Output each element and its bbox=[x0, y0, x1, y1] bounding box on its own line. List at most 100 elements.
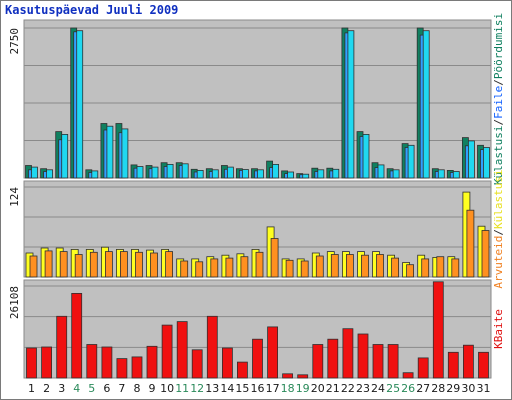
bar-kbaite bbox=[447, 351, 459, 379]
bar-kbaite bbox=[101, 346, 113, 379]
bar-kbaite bbox=[357, 333, 369, 379]
bar-pöördumisi bbox=[61, 133, 69, 179]
chart-title: Kasutuspäevad Juuli 2009 bbox=[5, 3, 179, 17]
x-tick-label: 22 bbox=[341, 382, 355, 395]
bar-kbaite bbox=[478, 351, 489, 379]
bar-pöördumisi bbox=[332, 168, 340, 179]
x-tick-label: 24 bbox=[371, 382, 385, 395]
bar-kbaite bbox=[312, 344, 324, 379]
bar-kbaite bbox=[26, 347, 37, 379]
x-tick-label: 21 bbox=[326, 382, 340, 395]
bar-pöördumisi bbox=[302, 173, 310, 179]
x-tick-label: 7 bbox=[118, 382, 125, 395]
x-tick-label: 18 bbox=[281, 382, 295, 395]
x-tick-label: 19 bbox=[296, 382, 310, 395]
bar-pöördumisi bbox=[106, 125, 114, 179]
bar-arvuteid bbox=[89, 251, 98, 278]
bar-kbaite bbox=[462, 344, 474, 379]
y-max-label: 26108 bbox=[8, 286, 21, 319]
bar-kbaite bbox=[327, 338, 339, 379]
bar-arvuteid bbox=[436, 256, 445, 278]
bar-arvuteid bbox=[210, 258, 219, 278]
x-tick-label: 17 bbox=[266, 382, 280, 395]
series-label-part: / bbox=[492, 229, 505, 236]
bar-pöördumisi bbox=[287, 171, 295, 179]
series-label-part: Külastusi bbox=[492, 169, 505, 229]
bar-kbaite bbox=[236, 361, 248, 379]
bar-kbaite bbox=[252, 338, 263, 379]
bar-pöördumisi bbox=[347, 30, 355, 179]
bar-arvuteid bbox=[466, 209, 475, 278]
x-tick-label: 3 bbox=[58, 382, 65, 395]
bar-pöördumisi bbox=[166, 163, 174, 179]
bar-arvuteid bbox=[165, 251, 174, 278]
bar-arvuteid bbox=[180, 260, 189, 278]
bar-arvuteid bbox=[481, 230, 490, 278]
bar-arvuteid bbox=[225, 257, 234, 278]
series-label-part: KBaite bbox=[492, 309, 505, 349]
bar-kbaite bbox=[116, 358, 128, 379]
x-tick-label: 30 bbox=[461, 382, 475, 395]
bar-pöördumisi bbox=[91, 170, 99, 179]
bar-arvuteid bbox=[345, 254, 354, 278]
bar-pöördumisi bbox=[362, 133, 370, 179]
series-label-part: Külastusi bbox=[492, 126, 505, 186]
bar-arvuteid bbox=[330, 254, 339, 278]
x-tick-label: 25 bbox=[386, 382, 400, 395]
bar-kbaite bbox=[402, 372, 414, 379]
y-max-label: 124 bbox=[8, 187, 21, 207]
bar-pöördumisi bbox=[257, 169, 264, 179]
bar-arvuteid bbox=[376, 254, 384, 278]
x-tick-label: 11 bbox=[175, 382, 189, 395]
x-tick-label: 26 bbox=[401, 382, 415, 395]
bar-pöördumisi bbox=[422, 30, 430, 179]
bar-pöördumisi bbox=[181, 163, 189, 179]
bar-kbaite bbox=[86, 344, 98, 379]
x-tick-label: 31 bbox=[477, 382, 491, 395]
x-tick-label: 2 bbox=[43, 382, 50, 395]
x-tick-label: 12 bbox=[190, 382, 204, 395]
bar-pöördumisi bbox=[121, 128, 129, 179]
bar-arvuteid bbox=[421, 258, 430, 278]
bar-kbaite bbox=[282, 373, 294, 379]
bar-kbaite bbox=[221, 347, 233, 379]
bar-kbaite bbox=[432, 281, 444, 379]
bar-arvuteid bbox=[270, 238, 279, 278]
bar-pöördumisi bbox=[483, 147, 490, 179]
series-label-sites-visits: Arvuteid/Külastusi bbox=[492, 169, 505, 288]
bar-kbaite bbox=[297, 374, 309, 379]
bar-pöördumisi bbox=[226, 166, 234, 179]
bar-pöördumisi bbox=[272, 163, 280, 179]
bar-pöördumisi bbox=[241, 169, 249, 179]
bar-kbaite bbox=[267, 326, 279, 379]
bar-kbaite bbox=[176, 321, 188, 379]
bar-kbaite bbox=[56, 315, 68, 379]
bar-arvuteid bbox=[406, 264, 415, 278]
y-max-label: 2750 bbox=[8, 28, 21, 55]
series-label-part: Arvuteid bbox=[492, 236, 505, 289]
x-tick-label: 1 bbox=[28, 382, 35, 395]
bar-arvuteid bbox=[135, 251, 143, 278]
x-tick-label: 10 bbox=[160, 382, 174, 395]
bar-pöördumisi bbox=[377, 164, 385, 179]
bar-pöördumisi bbox=[407, 144, 415, 179]
series-label-visits-hits-files: Külastusi/Faile/Pöördumisi bbox=[492, 13, 505, 185]
x-tick-label: 16 bbox=[251, 382, 265, 395]
x-tick-label: 5 bbox=[88, 382, 95, 395]
x-tick-label: 14 bbox=[220, 382, 234, 395]
bar-arvuteid bbox=[255, 251, 264, 278]
series-label-part: / bbox=[492, 119, 505, 126]
series-label-kbytes: KBaite bbox=[492, 309, 505, 349]
x-tick-label: 20 bbox=[311, 382, 325, 395]
bar-arvuteid bbox=[74, 254, 83, 278]
bar-pöördumisi bbox=[392, 169, 400, 179]
bar-arvuteid bbox=[391, 257, 400, 278]
bar-pöördumisi bbox=[76, 30, 84, 179]
x-tick-label: 13 bbox=[205, 382, 219, 395]
bar-kbaite bbox=[131, 356, 143, 379]
series-label-part: Pöördumisi bbox=[492, 13, 505, 79]
bar-kbaite bbox=[342, 328, 354, 379]
bar-kbaite bbox=[41, 346, 52, 379]
bar-pöördumisi bbox=[317, 169, 325, 179]
